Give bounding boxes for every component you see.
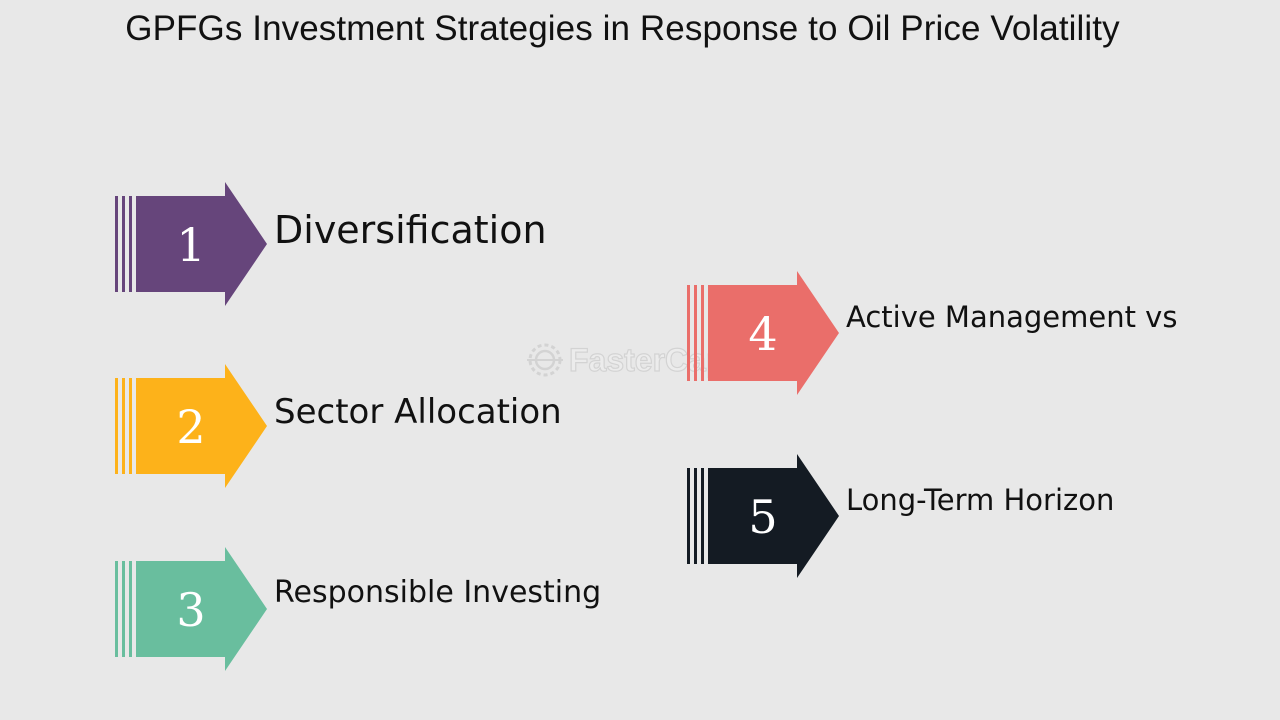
step-3: 3 <box>115 547 275 673</box>
step-3-number: 3 <box>176 583 206 637</box>
gear-icon <box>527 343 563 377</box>
step-4: 4 <box>687 271 847 397</box>
step-1-number: 1 <box>176 218 206 272</box>
step-5-arrow <box>687 454 839 578</box>
step-2-number: 2 <box>176 400 206 454</box>
step-2-arrow <box>115 364 267 488</box>
step-4-arrow <box>687 271 839 395</box>
step-5-number: 5 <box>748 490 778 544</box>
step-3-label: Responsible Investing <box>274 575 602 610</box>
step-2: 2 <box>115 364 275 490</box>
diagram-title: GPFGs Investment Strategies in Response … <box>125 9 1120 48</box>
step-5-label: Long-Term Horizon <box>846 483 1115 517</box>
step-4-number: 4 <box>748 307 778 361</box>
step-3-arrow <box>115 547 267 671</box>
step-2-label: Sector Allocation <box>274 392 562 432</box>
step-1-label: Diversification <box>274 208 547 252</box>
step-5: 5 <box>687 454 847 580</box>
step-4-label: Active Management vs <box>846 300 1178 334</box>
step-1: 1 <box>115 182 275 308</box>
step-1-arrow <box>115 182 267 306</box>
